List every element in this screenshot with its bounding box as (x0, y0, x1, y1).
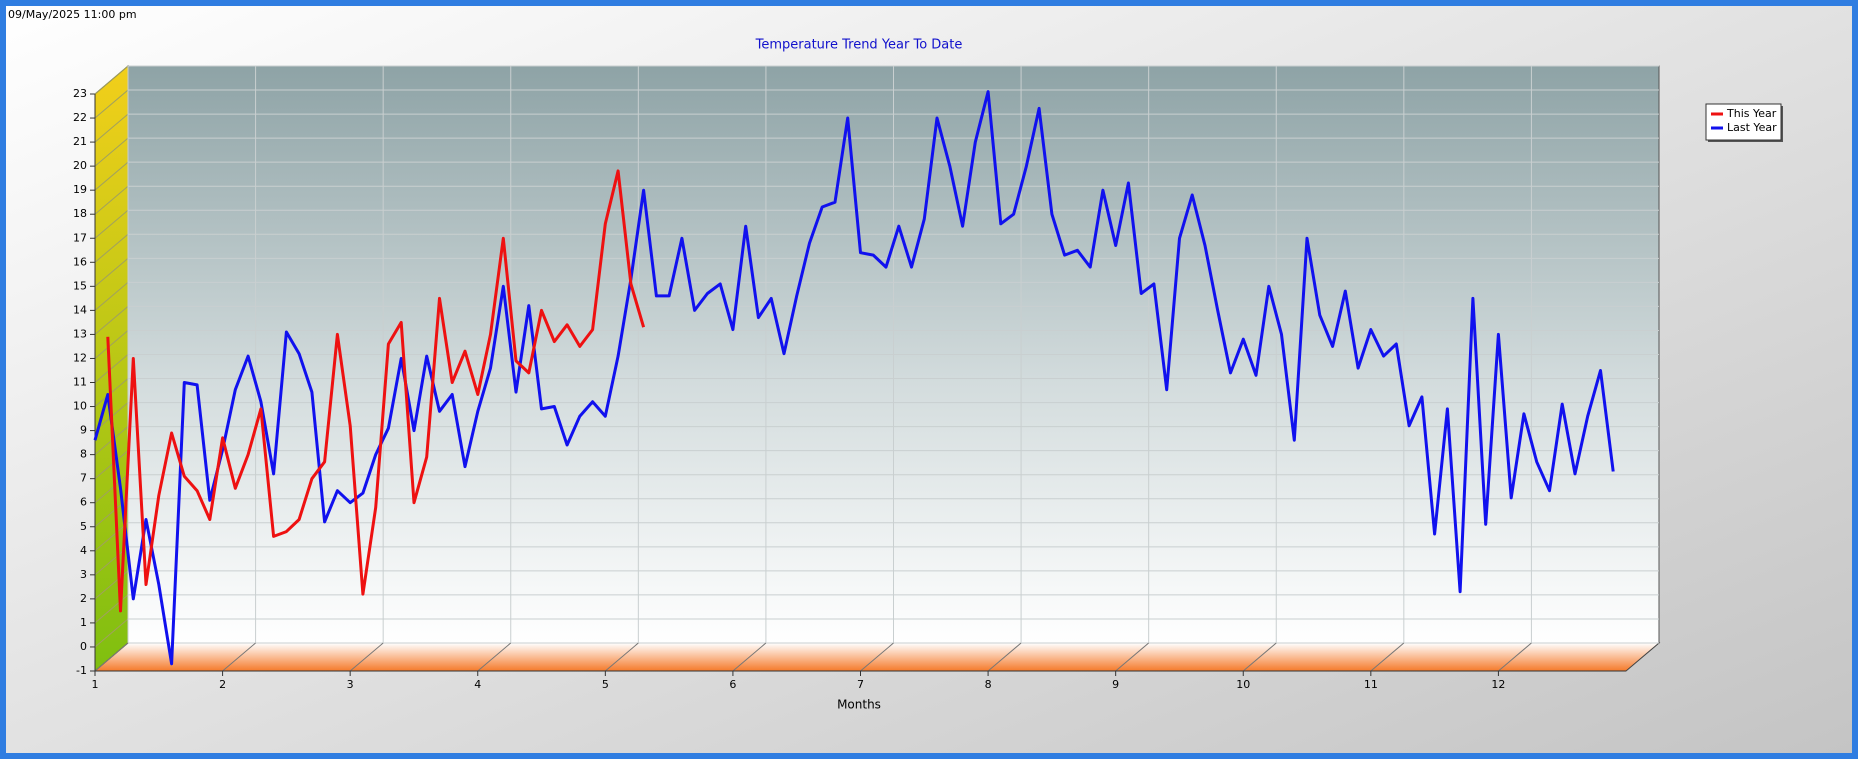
grid-line (94, 185, 129, 215)
grid-line (94, 233, 129, 263)
grid-line (987, 642, 1022, 672)
grid-line (477, 642, 512, 672)
y-tick-label: 2 (80, 592, 87, 605)
x-tick-label: 10 (1236, 678, 1250, 691)
y-tick-label: 13 (73, 327, 87, 340)
y-tick-label: 4 (80, 544, 87, 557)
x-tick-label: 9 (1112, 678, 1119, 691)
x-tick-label: 4 (474, 678, 481, 691)
grid-line (605, 642, 639, 672)
grid-line (222, 642, 256, 672)
grid-line (94, 354, 129, 383)
grid-line (732, 642, 767, 672)
y-tick-label: 22 (73, 111, 87, 124)
grid-line (94, 281, 129, 311)
x-tick-label: 1 (92, 678, 99, 691)
x-tick-label: 2 (219, 678, 226, 691)
y-tick-label: 11 (73, 376, 87, 389)
y-tick-label: 0 (80, 640, 87, 653)
x-tick-label: 11 (1364, 678, 1378, 691)
x-tick-label: 3 (347, 678, 354, 691)
grid-line (349, 642, 384, 672)
grid-line (94, 89, 129, 119)
y-tick-label: 10 (73, 400, 87, 413)
x-tick-label: 7 (857, 678, 864, 691)
y-tick-label: 23 (73, 87, 87, 100)
y-tick-label: 17 (73, 231, 87, 244)
y-tick-label: 1 (80, 616, 87, 629)
y-tick-label: 3 (80, 568, 87, 581)
timestamp: 09/May/2025 11:00 pm (8, 8, 137, 21)
y-tick-label: 20 (73, 159, 87, 172)
series-line (106, 169, 646, 613)
y-tick-label: 18 (73, 207, 87, 220)
grid-line (94, 450, 129, 480)
grid-line (94, 474, 129, 504)
grid-line (860, 642, 894, 672)
grid-line (1498, 642, 1532, 672)
legend-label: This Year (1726, 107, 1777, 120)
y-tick-label: 8 (80, 448, 87, 461)
chart-title: Temperature Trend Year To Date (755, 38, 963, 53)
grid-line (94, 306, 129, 335)
grid-line (1242, 642, 1277, 672)
y-tick-label: 6 (80, 496, 87, 509)
x-tick-label: 6 (729, 678, 736, 691)
y-tick-label: 9 (80, 424, 87, 437)
grid-line (1370, 642, 1405, 672)
grid-line (94, 209, 129, 239)
y-tick-label: 5 (80, 520, 87, 533)
y-tick-label: 21 (73, 135, 87, 148)
grid-line (94, 65, 129, 95)
y-tick-label: 7 (80, 472, 87, 485)
y-tick-label: -1 (76, 664, 87, 677)
x-axis-label: Months (837, 698, 881, 712)
series-line (93, 90, 1615, 666)
grid-line (94, 161, 129, 191)
legend (1705, 103, 1782, 141)
x-tick-label: 12 (1491, 678, 1505, 691)
y-tick-label: 15 (73, 279, 87, 292)
grid-line (94, 618, 129, 648)
y-tick-label: 12 (73, 351, 87, 364)
grid-line (94, 522, 129, 552)
y-tick-label: 19 (73, 183, 87, 196)
grid-line (94, 330, 129, 359)
grid-line (94, 642, 129, 672)
legend-label: Last Year (1727, 121, 1777, 134)
grid-line (94, 113, 129, 143)
y-tick-label: 14 (73, 303, 87, 316)
y-tick-label: 16 (73, 255, 87, 268)
grid-line (94, 257, 129, 287)
x-tick-label: 5 (602, 678, 609, 691)
x-tick-label: 8 (985, 678, 992, 691)
grid-line (1115, 642, 1149, 672)
grid-line (94, 137, 129, 167)
